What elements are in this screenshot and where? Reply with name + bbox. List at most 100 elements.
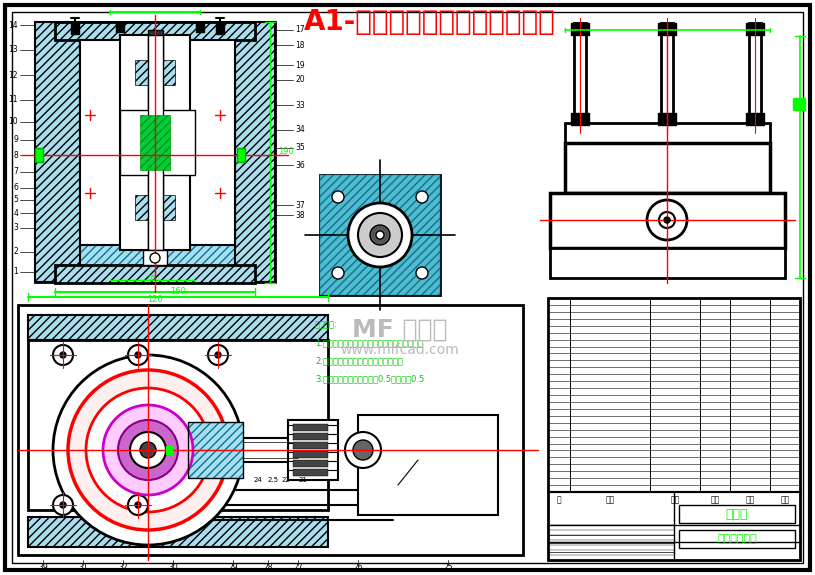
Text: 装配图: 装配图 bbox=[725, 508, 748, 520]
Bar bbox=[188, 422, 243, 478]
Text: 31: 31 bbox=[78, 562, 88, 572]
Text: 36: 36 bbox=[295, 160, 305, 170]
Text: 3.未对加工注明倒角均倒角0.5或倒圆角0.5: 3.未对加工注明倒角均倒角0.5或倒圆角0.5 bbox=[315, 374, 425, 384]
Circle shape bbox=[348, 203, 412, 267]
Text: 190: 190 bbox=[278, 148, 293, 156]
Circle shape bbox=[416, 267, 428, 279]
Circle shape bbox=[332, 267, 344, 279]
Bar bbox=[293, 469, 328, 476]
Bar bbox=[243, 438, 298, 462]
Text: 18: 18 bbox=[295, 40, 305, 49]
Circle shape bbox=[332, 191, 344, 203]
Text: 5: 5 bbox=[13, 196, 18, 205]
Bar bbox=[28, 315, 328, 340]
Circle shape bbox=[659, 212, 675, 228]
Bar bbox=[749, 23, 761, 123]
Text: 2: 2 bbox=[13, 247, 18, 256]
Text: 6: 6 bbox=[13, 183, 18, 193]
Text: 17: 17 bbox=[295, 25, 305, 34]
Bar bbox=[293, 442, 328, 449]
Bar bbox=[235, 22, 275, 282]
Bar bbox=[148, 35, 163, 250]
Text: 8: 8 bbox=[13, 151, 18, 159]
Circle shape bbox=[370, 225, 390, 245]
Circle shape bbox=[68, 370, 228, 530]
Bar bbox=[135, 195, 175, 220]
Bar bbox=[55, 22, 255, 40]
Bar bbox=[18, 305, 523, 555]
Text: 2.5: 2.5 bbox=[267, 477, 279, 483]
Text: 1.对各轴承座孔镗加工时须保证同轴度公差要求: 1.对各轴承座孔镗加工时须保证同轴度公差要求 bbox=[315, 339, 423, 347]
Bar bbox=[550, 248, 785, 278]
Text: www.mifcad.com: www.mifcad.com bbox=[341, 343, 460, 357]
Text: 11: 11 bbox=[8, 95, 18, 105]
Bar bbox=[293, 424, 328, 431]
Bar bbox=[120, 35, 190, 250]
Bar bbox=[746, 23, 764, 35]
Bar bbox=[571, 23, 589, 35]
Text: 35: 35 bbox=[295, 144, 305, 152]
Text: 2.各齿轮齿侧隙，不允许有不规则隙量: 2.各齿轮齿侧隙，不允许有不规则隙量 bbox=[315, 356, 403, 366]
Circle shape bbox=[86, 388, 210, 512]
Bar bbox=[120, 110, 195, 175]
Text: 3: 3 bbox=[13, 224, 18, 232]
Bar bbox=[658, 113, 676, 125]
Text: 30: 30 bbox=[168, 562, 178, 572]
Text: 9: 9 bbox=[13, 136, 18, 144]
Bar bbox=[574, 23, 586, 123]
Bar bbox=[548, 525, 674, 560]
Bar bbox=[196, 22, 204, 32]
Circle shape bbox=[118, 420, 178, 480]
Bar bbox=[746, 113, 764, 125]
Bar bbox=[216, 22, 224, 34]
Bar bbox=[237, 148, 245, 162]
Bar bbox=[293, 460, 328, 467]
Bar bbox=[658, 23, 676, 35]
Text: 33: 33 bbox=[295, 101, 305, 109]
Text: 序: 序 bbox=[557, 496, 562, 504]
Circle shape bbox=[128, 495, 148, 515]
Text: 数量: 数量 bbox=[711, 496, 720, 504]
Bar bbox=[140, 115, 170, 170]
Bar bbox=[358, 415, 498, 515]
Circle shape bbox=[135, 352, 141, 358]
Circle shape bbox=[647, 200, 687, 240]
Bar bbox=[320, 175, 440, 295]
Text: 备注: 备注 bbox=[781, 496, 790, 504]
Circle shape bbox=[53, 345, 73, 365]
Circle shape bbox=[103, 405, 193, 495]
Text: 37: 37 bbox=[295, 201, 305, 209]
Text: 4: 4 bbox=[13, 209, 18, 217]
Text: 25: 25 bbox=[443, 562, 453, 572]
Text: 29: 29 bbox=[228, 562, 238, 572]
Bar bbox=[571, 113, 589, 125]
Bar bbox=[288, 420, 338, 480]
Bar bbox=[71, 22, 79, 34]
Text: 22: 22 bbox=[282, 477, 290, 483]
Bar bbox=[188, 422, 243, 478]
Bar bbox=[35, 22, 80, 282]
Bar bbox=[548, 298, 800, 560]
Circle shape bbox=[208, 345, 228, 365]
Bar bbox=[116, 22, 124, 32]
Bar bbox=[679, 530, 795, 548]
Circle shape bbox=[358, 213, 402, 257]
Text: 自动回转刀架: 自动回转刀架 bbox=[717, 534, 757, 544]
Bar bbox=[293, 433, 328, 440]
Bar bbox=[148, 30, 163, 255]
Bar bbox=[28, 340, 328, 510]
Text: 14: 14 bbox=[8, 21, 18, 29]
Circle shape bbox=[53, 355, 243, 545]
Text: 13: 13 bbox=[8, 45, 18, 55]
Circle shape bbox=[215, 352, 221, 358]
Text: 7: 7 bbox=[13, 167, 18, 177]
Circle shape bbox=[376, 231, 384, 239]
Bar bbox=[28, 517, 328, 547]
Text: 32: 32 bbox=[118, 562, 128, 572]
Text: 21: 21 bbox=[298, 477, 307, 483]
Bar bbox=[35, 148, 43, 162]
Text: 28: 28 bbox=[263, 562, 273, 572]
Text: 24: 24 bbox=[253, 477, 262, 483]
Text: 材料: 材料 bbox=[746, 496, 755, 504]
Circle shape bbox=[140, 442, 156, 458]
